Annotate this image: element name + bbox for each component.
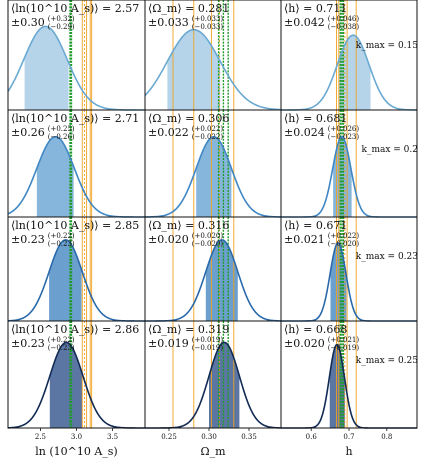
panels-layer: ⟨ln(10^10 A_s)⟩ = 2.57±0.30 (+0.32)(−0.29…	[7, 0, 419, 429]
posterior-curve	[281, 34, 418, 111]
x-tick-label: 0.7	[343, 433, 354, 441]
sigma-label: ±0.020	[148, 233, 189, 246]
credible-interval-fill	[36, 136, 74, 217]
lower-error-label: (−0.022)	[192, 133, 224, 141]
mean-label: ⟨ln(10^10 A_s)⟩ = 2.86	[11, 323, 139, 336]
upper-error-label: (+0.033)	[192, 15, 224, 23]
sigma-label: ±0.042	[284, 16, 325, 29]
upper-error-label: (+0.22)	[48, 336, 75, 344]
panel-r1-c2: ⟨h⟩ = 0.681±0.024 (+0.026)(−0.023)k_max =…	[280, 109, 418, 218]
x-axis-layer: 2.5 3.0 3.5 ln (10^10 A_s) 0.25 0.30 0.35 Ω_m 0.…	[35, 428, 392, 458]
lower-error-label: (−0.033)	[192, 23, 224, 31]
sigma-label: ±0.033	[148, 16, 189, 29]
mean-label: ⟨h⟩ = 0.668	[284, 323, 347, 336]
x-tick-label: 0.6	[306, 433, 318, 441]
sigma-label: ±0.30	[11, 16, 45, 29]
x-tick-label: 0.8	[381, 433, 392, 441]
upper-error-label: (+0.32)	[48, 15, 75, 23]
panel-r3-c0: ⟨ln(10^10 A_s)⟩ = 2.86±0.23 (+0.22)(−0.23…	[7, 320, 146, 429]
lower-error-label: (−0.019)	[328, 344, 360, 352]
credible-interval-fill	[209, 342, 240, 428]
panel-r3-c1: ⟨Ω_m⟩ = 0.319±0.019 (+0.019)(−0.019)	[144, 320, 282, 429]
x-tick-label: 0.30	[201, 433, 217, 441]
sigma-label: ±0.020	[284, 337, 325, 350]
credible-interval-fill	[196, 136, 232, 217]
mean-label: ⟨ln(10^10 A_s)⟩ = 2.71	[11, 112, 139, 125]
kmax-label: k_max = 0.25	[356, 356, 419, 366]
x-tick-label: 0.35	[241, 433, 257, 441]
panel-r2-c2: ⟨h⟩ = 0.671±0.021 (+0.022)(−0.020) k_max =…	[280, 216, 419, 322]
credible-interval-fill	[205, 239, 238, 321]
panel-r1-c0: ⟨ln(10^10 A_s)⟩ = 2.71±0.26 (+0.25)(−0.26…	[7, 109, 146, 218]
kmax-label: k_max = 0.15	[356, 41, 419, 51]
panel-r0-c0: ⟨ln(10^10 A_s)⟩ = 2.57±0.30 (+0.32)(−0.29…	[7, 0, 146, 111]
sigma-label: ±0.23	[11, 337, 45, 350]
sigma-label: ±0.022	[148, 126, 189, 139]
lower-error-label: (−0.038)	[328, 23, 360, 31]
credible-interval-fill	[49, 342, 83, 428]
x-axis-label: Ω_m	[200, 445, 226, 458]
mean-label: ⟨Ω_m⟩ = 0.306	[148, 112, 229, 125]
posterior-curve	[144, 135, 282, 218]
credible-interval-fill	[49, 239, 82, 321]
mean-label: ⟨Ω_m⟩ = 0.319	[148, 323, 229, 336]
mean-label: ⟨ln(10^10 A_s)⟩ = 2.85	[11, 219, 139, 232]
upper-error-label: (+0.021)	[328, 336, 360, 344]
upper-error-label: (+0.22)	[48, 232, 75, 240]
sigma-label: ±0.019	[148, 337, 189, 350]
lower-error-label: (−0.29)	[48, 23, 75, 31]
lower-error-label: (−0.019)	[192, 344, 224, 352]
x-tick-label: 3.0	[71, 433, 82, 441]
posterior-curve	[7, 135, 145, 218]
mean-label: ⟨h⟩ = 0.671	[284, 219, 347, 232]
lower-error-label: (−0.23)	[48, 240, 75, 248]
lower-error-label: (−0.23)	[48, 344, 75, 352]
upper-error-label: (+0.019)	[192, 336, 224, 344]
lower-error-label: (−0.020)	[192, 240, 224, 248]
upper-error-label: (+0.022)	[328, 232, 360, 240]
x-tick-label: 2.5	[35, 433, 46, 441]
x-tick-label: 3.5	[107, 433, 118, 441]
panel-r0-c1: ⟨Ω_m⟩ = 0.281±0.033 (+0.033)(−0.033)	[144, 0, 282, 111]
x-tick-label: 0.25	[161, 433, 177, 441]
mean-label: ⟨h⟩ = 0.681	[284, 112, 347, 125]
mean-label: ⟨Ω_m⟩ = 0.316	[148, 219, 229, 232]
panel-r1-c1: ⟨Ω_m⟩ = 0.306±0.022 (+0.022)(−0.022)	[144, 109, 282, 218]
upper-error-label: (+0.026)	[328, 125, 360, 133]
lower-error-label: (−0.020)	[328, 240, 360, 248]
mean-label: ⟨ln(10^10 A_s)⟩ = 2.57	[11, 2, 139, 15]
sigma-label: ±0.23	[11, 233, 45, 246]
credible-interval-fill	[329, 344, 345, 428]
kmax-label: k_max = 0.23	[356, 252, 419, 262]
upper-error-label: (+0.25)	[48, 125, 75, 133]
panel-r3-c2: ⟨h⟩ = 0.668±0.020 (+0.021)(−0.019) k_max =…	[280, 320, 419, 429]
panel-r2-c1: ⟨Ω_m⟩ = 0.316±0.020 (+0.020)(−0.020)	[144, 216, 282, 322]
lower-error-label: (−0.023)	[328, 133, 360, 141]
kmax-label: k_max = 0.2	[361, 145, 418, 155]
mean-label: ⟨Ω_m⟩ = 0.281	[148, 2, 229, 15]
upper-error-label: (+0.020)	[192, 232, 224, 240]
sigma-label: ±0.021	[284, 233, 325, 246]
panel-r2-c0: ⟨ln(10^10 A_s)⟩ = 2.85±0.23 (+0.22)(−0.23…	[7, 216, 146, 322]
sigma-label: ±0.26	[11, 126, 45, 139]
upper-error-label: (+0.022)	[192, 125, 224, 133]
x-axis-label: ln (10^10 A_s)	[35, 445, 117, 458]
lower-error-label: (−0.26)	[48, 133, 75, 141]
credible-interval-fill	[24, 26, 69, 110]
panel-r0-c2: ⟨h⟩ = 0.711±0.042 (+0.046)(−0.038) k_max =…	[280, 0, 419, 111]
posterior-curve	[144, 28, 282, 111]
x-axis-label: h	[345, 445, 352, 458]
sigma-label: ±0.024	[284, 126, 325, 139]
mean-label: ⟨h⟩ = 0.711	[284, 2, 347, 15]
upper-error-label: (+0.046)	[328, 15, 360, 23]
